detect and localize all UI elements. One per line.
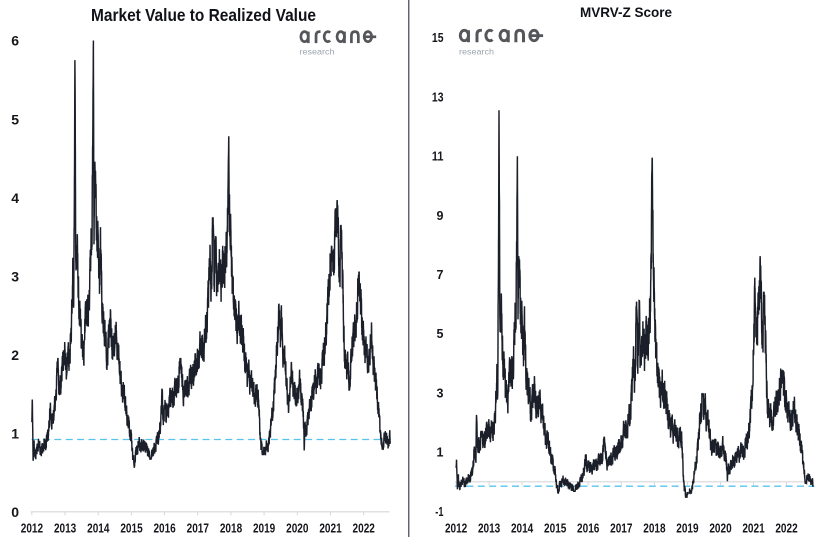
svg-text:2018: 2018 [643,522,665,536]
svg-text:research: research [459,46,494,56]
svg-text:11: 11 [432,150,444,164]
svg-text:0: 0 [11,504,19,520]
svg-text:2018: 2018 [220,522,242,536]
svg-text:7: 7 [437,268,444,282]
svg-text:2020: 2020 [709,522,731,536]
svg-text:2012: 2012 [445,522,467,536]
svg-text:2: 2 [11,347,19,363]
svg-text:9: 9 [437,209,444,223]
svg-text:2013: 2013 [54,522,76,536]
svg-text:2012: 2012 [21,522,43,536]
svg-text:2019: 2019 [253,522,275,536]
svg-text:MVRV-Z Score: MVRV-Z Score [580,4,672,20]
svg-text:2017: 2017 [610,522,632,536]
svg-text:2015: 2015 [120,522,142,536]
svg-text:2017: 2017 [187,522,209,536]
svg-text:Market Value to Realized Value: Market Value to Realized Value [91,5,316,25]
svg-text:13: 13 [432,90,444,104]
svg-text:2021: 2021 [319,522,341,536]
svg-text:2022: 2022 [775,522,797,536]
svg-text:1: 1 [437,446,444,460]
svg-text:3: 3 [11,268,19,284]
svg-text:2021: 2021 [742,522,764,536]
svg-text:research: research [300,47,335,57]
svg-text:2022: 2022 [353,522,375,536]
svg-text:-1: -1 [435,505,443,519]
svg-text:6: 6 [11,33,19,49]
svg-text:1: 1 [11,425,19,441]
svg-text:15: 15 [432,31,444,45]
svg-text:5: 5 [11,111,19,127]
svg-text:2020: 2020 [286,522,308,536]
svg-text:2013: 2013 [478,522,500,536]
svg-text:2016: 2016 [153,522,175,536]
svg-text:2016: 2016 [577,522,599,536]
svg-text:4: 4 [11,190,19,206]
svg-text:2015: 2015 [544,522,566,536]
svg-text:2014: 2014 [87,522,109,536]
svg-text:3: 3 [437,386,444,400]
svg-text:2019: 2019 [676,522,698,536]
svg-text:5: 5 [437,327,444,341]
svg-text:2014: 2014 [511,522,533,536]
